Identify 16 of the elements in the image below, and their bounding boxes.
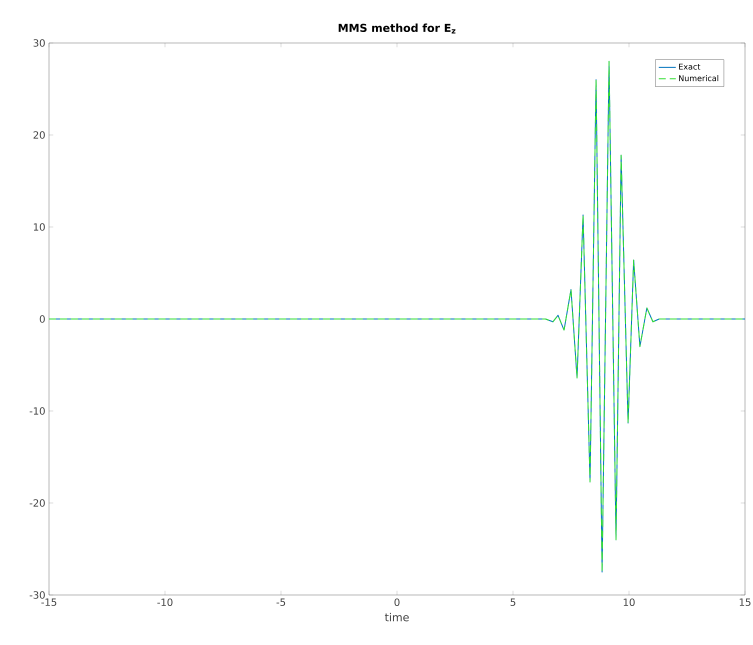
- chart-title: MMS method for E$_{z}$: [338, 24, 456, 34]
- x-tick-label: -15: [41, 598, 56, 606]
- y-tick-label: 30: [34, 39, 45, 47]
- y-tick-label: -20: [30, 499, 45, 507]
- x-tick-label: 5: [510, 598, 516, 606]
- y-tick-label: 10: [34, 223, 45, 231]
- x-tick-label: 0: [394, 598, 400, 606]
- y-tick-label: -30: [30, 591, 45, 599]
- y-tick-label: 20: [34, 131, 45, 139]
- x-tick-label: 15: [740, 598, 750, 606]
- x-tick-label: -10: [157, 598, 172, 606]
- x-axis-title: time: [384, 612, 409, 622]
- y-tick-label: -10: [30, 407, 45, 415]
- y-tick-label: 0: [40, 315, 45, 323]
- x-tick-label: 10: [624, 598, 635, 606]
- x-tick-label: -5: [276, 598, 286, 606]
